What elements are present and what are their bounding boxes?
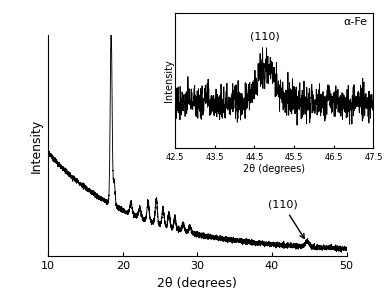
Text: α-Fe: α-Fe	[343, 17, 368, 27]
X-axis label: 2θ (degrees): 2θ (degrees)	[157, 277, 237, 288]
Y-axis label: Intensity: Intensity	[30, 118, 43, 173]
X-axis label: 2θ (degrees): 2θ (degrees)	[243, 164, 305, 174]
Text: (110): (110)	[249, 32, 279, 41]
Text: (110): (110)	[268, 200, 304, 238]
Y-axis label: Intensity: Intensity	[164, 59, 174, 102]
